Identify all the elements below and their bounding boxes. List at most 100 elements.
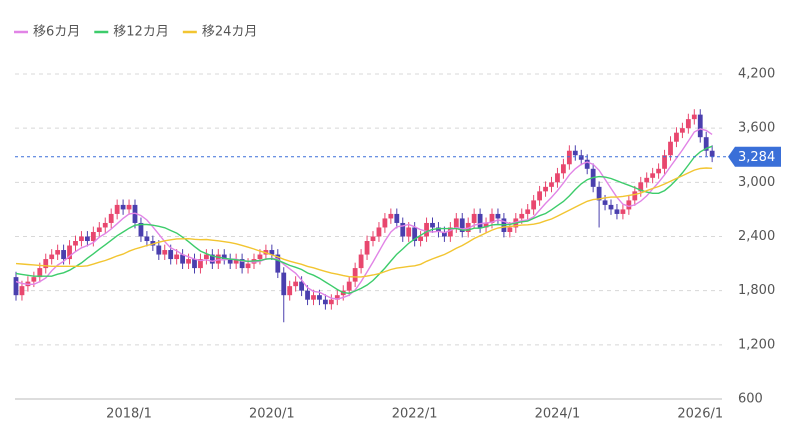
candle-body [317, 295, 322, 300]
candle-body [61, 250, 66, 260]
candle-body [703, 137, 709, 151]
candle-body [376, 227, 382, 237]
candle-body [96, 227, 102, 232]
candle-body [245, 263, 251, 269]
candle-body [668, 141, 673, 156]
candle-body [73, 241, 78, 246]
candle-body [281, 272, 287, 296]
candle-body [685, 119, 691, 129]
candle-body [90, 231, 96, 242]
candle-body [19, 286, 25, 296]
candle-body [221, 254, 227, 260]
y-tick-label: 3,600 [738, 121, 775, 136]
candle-body [126, 204, 132, 210]
candle-body [632, 191, 638, 201]
y-tick-label: 600 [738, 392, 763, 407]
candle-body [477, 213, 483, 228]
x-tick-label: 2026/1 [677, 407, 723, 422]
y-tick-label: 1,200 [738, 337, 775, 352]
candle-body [328, 299, 334, 305]
last-price-tag [728, 146, 781, 167]
candle-body [114, 204, 120, 214]
candle-body [656, 168, 661, 174]
candle-body [638, 182, 644, 192]
candle-body [650, 173, 656, 178]
candle-body [305, 290, 310, 300]
candle-body [162, 250, 168, 255]
y-tick-label: 4,200 [738, 67, 775, 82]
candle-body [561, 164, 566, 174]
candle-body [364, 241, 370, 255]
candle-body [257, 254, 263, 260]
candle-body [608, 204, 614, 210]
candle-body [406, 227, 412, 237]
x-tick-label: 2022/1 [392, 407, 438, 422]
candle-body [174, 254, 180, 260]
ma-line [15, 128, 713, 300]
legend-label: 移12カ月 [113, 25, 169, 40]
candle-body [709, 150, 715, 157]
candle-body [275, 254, 281, 273]
candle-body [442, 231, 447, 237]
candle-body [424, 222, 429, 237]
candle-body [192, 259, 197, 269]
candle-body [447, 227, 453, 237]
candle-body [55, 250, 61, 255]
candle-body [227, 259, 233, 264]
candle-body [453, 218, 459, 228]
candle-body [334, 295, 340, 300]
candle-body [418, 236, 423, 242]
candle-body [215, 254, 221, 264]
candle-body [549, 182, 554, 187]
legend-item: 移12カ月 [94, 25, 169, 40]
candle-body [555, 173, 560, 183]
candle-body [49, 254, 55, 260]
candle-body [358, 254, 364, 269]
candle-body [620, 209, 626, 214]
candle-body [102, 222, 108, 228]
y-tick-label: 1,800 [738, 283, 775, 298]
candle-body [37, 268, 43, 278]
candle-body [168, 250, 174, 260]
ma-line [15, 145, 713, 295]
candle-body [204, 254, 209, 260]
candle-body [239, 259, 245, 269]
candle-body [584, 159, 590, 169]
candle-body [626, 200, 632, 210]
candle-body [85, 236, 90, 242]
candle-body [519, 213, 525, 219]
candle-body [543, 186, 548, 192]
candle-body [412, 227, 418, 242]
candle-body [394, 213, 400, 223]
candle-body [531, 200, 537, 210]
candle-body [138, 222, 144, 237]
candle-body [572, 150, 578, 156]
candle-body [644, 177, 650, 183]
x-tick-label: 2024/1 [535, 407, 581, 422]
candle-body [459, 218, 465, 232]
x-tick-label: 2018/1 [106, 407, 152, 422]
candle-body [13, 277, 19, 296]
candle-body [43, 259, 49, 269]
legend-label: 移6カ月 [33, 25, 80, 40]
candle-body [198, 259, 203, 269]
ma-line [15, 167, 713, 278]
candle-body [299, 281, 304, 291]
candle-body [483, 222, 489, 228]
candle-body [108, 213, 114, 223]
candle-body [388, 213, 394, 219]
candle-body [602, 200, 608, 205]
candle-body [346, 281, 352, 291]
candle-body [489, 213, 495, 223]
candle-body [674, 132, 679, 142]
legend-item: 移24カ月 [182, 25, 257, 40]
y-tick-label: 2,400 [738, 229, 775, 244]
candle-body [209, 254, 215, 264]
candle-body [31, 277, 37, 282]
candle-body [382, 218, 388, 228]
candle-body [525, 209, 531, 214]
candle-body [400, 222, 406, 237]
candle-body [495, 213, 501, 219]
candle-body [352, 268, 358, 282]
candle-body [471, 213, 477, 223]
